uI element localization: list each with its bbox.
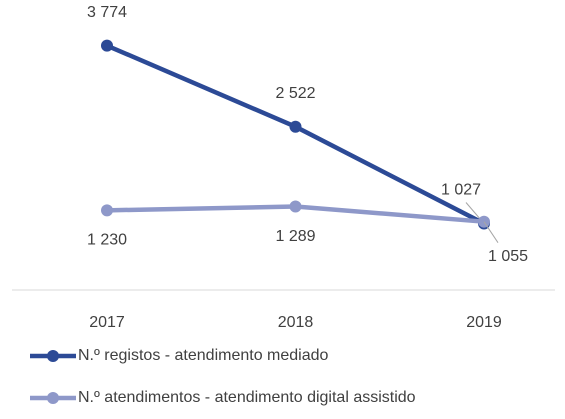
data-label: 1 027 [441, 182, 481, 199]
series-marker [289, 120, 302, 133]
data-label: 3 774 [87, 4, 127, 21]
leader-line [483, 221, 499, 243]
legend-label: N.º atendimentos - atendimento digital a… [78, 389, 416, 406]
series-marker [101, 204, 113, 217]
x-tick-label: 2017 [89, 314, 125, 331]
legend-label: N.º registos - atendimento mediado [78, 347, 329, 364]
data-label: 1 230 [87, 232, 127, 249]
data-label: 1 289 [275, 228, 315, 245]
series-line [106, 43, 486, 226]
legend-swatch-marker [47, 350, 59, 362]
series-marker [289, 200, 302, 213]
series-marker [101, 39, 113, 52]
data-label: 2 522 [275, 85, 315, 102]
x-tick-label: 2018 [278, 314, 314, 331]
legend-swatch-marker [47, 392, 59, 404]
data-label: 1 055 [488, 248, 528, 265]
x-tick-label: 2019 [466, 314, 502, 331]
